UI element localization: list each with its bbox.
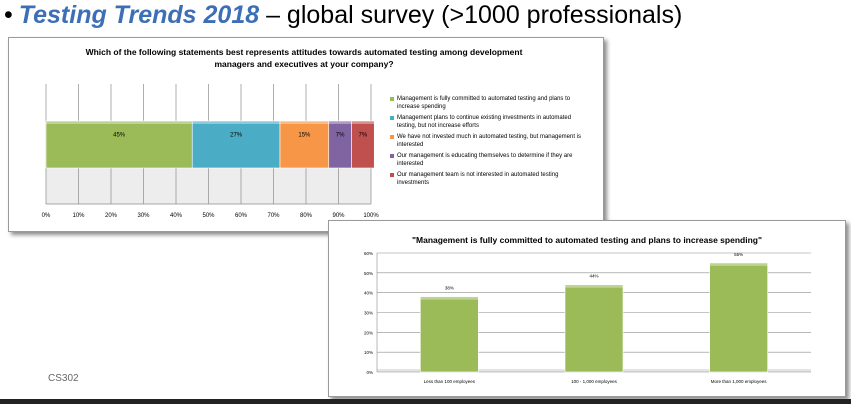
slide-title-rest: – global survey (>1000 professionals) [259,1,683,29]
legend-item: We have not invested much in automated t… [390,133,586,149]
x-tick-label: 20% [105,213,118,219]
bar-segment-label: 7% [336,133,345,139]
legend-swatch [390,154,394,158]
legend-label: Our management team is not interested in… [397,172,559,186]
slide-title-emphasis: Testing Trends 2018 [18,1,260,29]
chart1-title: Which of the following statements best r… [85,47,523,69]
course-code: CS302 [48,373,79,384]
bar-segment-label: 15% [298,133,311,139]
x-tick-label: 30% [137,213,150,219]
bar-segment-highlight [351,121,375,124]
column-chart-panel: "Management is fully committed to automa… [328,220,846,397]
bar-segment-highlight [46,121,193,124]
legend-swatch [390,116,394,120]
bar-segment [191,120,281,169]
legend-swatch [390,97,394,101]
bullet: • [4,1,13,29]
bar-segment-highlight [328,121,352,124]
x-category-label: 100 - 1,000 employees [571,379,618,384]
x-tick-label: 60% [235,213,248,219]
column-value-label: 38% [445,286,454,291]
x-tick-label: 100% [363,213,379,219]
x-tick-label: 50% [202,213,215,219]
bar-segment [279,120,330,169]
x-category-label: More than 1,000 employees [711,379,768,384]
bar-segment-label: 7% [359,133,368,139]
legend-label: Management plans to continue existing in… [397,115,572,129]
bar-segment [328,120,352,169]
y-tick-label: 40% [364,291,373,296]
legend-swatch [390,173,394,177]
column-chart: 0% 10% 20% 30% 40% 50% 60% 38% Less than 100 emp… [364,251,811,384]
stacked-bar-chart-panel: Which of the following statements best r… [8,37,604,232]
chart2-title: "Management is fully committed to automa… [411,235,762,245]
bar-segment-label: 27% [230,133,243,139]
y-tick-label: 20% [364,330,373,335]
column-bar-highlight [565,284,623,288]
legend-item: Management plans to continue existing in… [390,114,586,130]
x-tick-label: 10% [72,213,85,219]
y-tick-label: 0% [366,370,373,375]
legend-item: Management is fully committed to automat… [390,95,586,111]
x-tick-label: 0% [42,213,51,219]
column-value-label: 44% [589,274,598,279]
y-tick-label: 30% [364,311,373,316]
slide-title: • Testing Trends 2018 – global survey (>1… [4,0,682,32]
bar-segment-highlight [280,121,329,124]
y-tick-label: 10% [364,350,373,355]
bottom-bar [0,399,851,404]
legend-label: We have not invested much in automated t… [397,134,581,148]
y-tick-label: 50% [364,271,373,276]
legend-item: Our management team is not interested in… [390,171,586,187]
column-bar [564,284,624,373]
column-bar-highlight [420,296,479,300]
bar-segment [45,120,193,169]
bar-segment-label: 45% [113,133,126,139]
legend-label: Our management is educating themselves t… [397,153,573,167]
y-tick-label: 60% [364,251,373,256]
column-bar-highlight [709,262,768,266]
x-tick-label: 70% [267,213,280,219]
x-tick-label: 90% [332,213,345,219]
legend-label: Management is fully committed to automat… [397,96,571,110]
bar-segment-highlight [192,121,280,124]
column-bar [420,296,479,373]
x-category-label: Less than 100 employees [424,379,476,384]
bar-segment [351,120,375,169]
x-tick-label: 80% [300,213,313,219]
x-tick-label: 40% [170,213,183,219]
legend-swatch [390,135,394,139]
column-bar [709,262,768,373]
legend-item: Our management is educating themselves t… [390,152,586,168]
chart1-legend: Management is fully committed to automat… [390,95,586,190]
column-value-label: 55% [734,252,743,257]
stacked-bar-chart: 0% 10% 20% 30% 40% 50% 60% 70% 80% 90% 100% 45% 27% 1… [42,84,379,219]
